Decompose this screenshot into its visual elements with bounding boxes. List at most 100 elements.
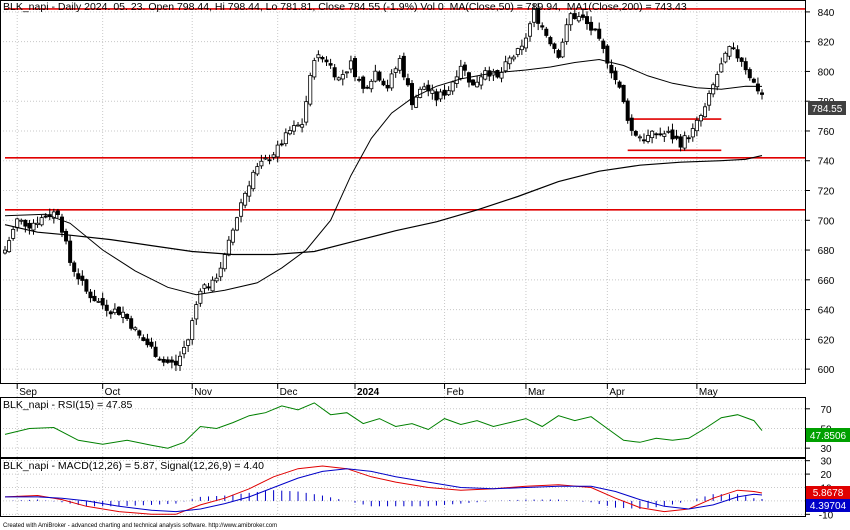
candle-body bbox=[385, 84, 390, 89]
price-pane-frame bbox=[0, 0, 806, 384]
candle-body bbox=[182, 346, 187, 355]
candle-body bbox=[226, 239, 231, 256]
candle-body bbox=[35, 222, 40, 225]
candle-body bbox=[55, 210, 60, 215]
price-header: BLK_napi - Daily 2024. 05. 23. Open 798.… bbox=[3, 1, 687, 13]
candle-body bbox=[499, 71, 504, 79]
macd-histogram bbox=[12, 490, 763, 509]
candle-body bbox=[609, 64, 614, 74]
candle-body bbox=[625, 100, 630, 121]
x-tick-label: 2024 bbox=[357, 387, 380, 398]
candle-body bbox=[198, 290, 203, 304]
candle-body bbox=[116, 306, 121, 315]
candle-body bbox=[161, 359, 166, 363]
macd-pane-frame bbox=[0, 458, 806, 517]
candle-body bbox=[646, 135, 651, 142]
candle-body bbox=[670, 129, 675, 140]
candle-body bbox=[393, 68, 398, 73]
candle-body bbox=[133, 327, 138, 330]
support-resistance-lines bbox=[5, 8, 806, 211]
candle-body bbox=[11, 229, 16, 239]
y-tick-label: 640 bbox=[818, 306, 835, 317]
candle-body bbox=[633, 130, 638, 136]
candle-body bbox=[84, 279, 89, 292]
y-tick-label: 70 bbox=[820, 405, 832, 416]
rsi-grid bbox=[0, 408, 806, 449]
candle-body bbox=[255, 166, 260, 175]
candle-body bbox=[308, 75, 313, 105]
rsi-value-label: 47.8506 bbox=[810, 431, 847, 442]
candle-body bbox=[312, 60, 317, 78]
candle-body bbox=[141, 337, 146, 341]
candle-body bbox=[259, 160, 264, 167]
y-tick-label: 840 bbox=[818, 8, 835, 19]
candle-body bbox=[414, 96, 419, 108]
candle-body bbox=[641, 139, 646, 142]
candle-body bbox=[112, 308, 117, 314]
candle-body bbox=[365, 86, 370, 89]
price-header-title: BLK_napi - Daily 2024. 05. 23. Open 798.… bbox=[3, 1, 444, 13]
candle-body bbox=[361, 76, 366, 89]
candle-body bbox=[694, 119, 699, 132]
candle-body bbox=[458, 65, 463, 79]
ma50-header: MA(Close,50) = 789.94, bbox=[450, 1, 561, 13]
candle-body bbox=[129, 318, 134, 329]
candle-body bbox=[96, 300, 101, 303]
candle-body bbox=[218, 267, 223, 278]
candle-body bbox=[271, 154, 276, 158]
candle-body bbox=[247, 185, 252, 197]
candle-body bbox=[344, 71, 349, 74]
candle-body bbox=[165, 359, 170, 363]
candle-body bbox=[507, 57, 512, 65]
candle-body bbox=[348, 60, 353, 70]
candle-body bbox=[43, 215, 48, 218]
y-tick-label: 30 bbox=[820, 457, 832, 468]
x-tick-label: Dec bbox=[280, 387, 298, 398]
candle-body bbox=[621, 84, 626, 103]
candle-body bbox=[157, 358, 162, 361]
candle-body bbox=[422, 86, 427, 90]
candle-body bbox=[222, 254, 227, 270]
candle-body bbox=[104, 304, 109, 311]
candle-body bbox=[304, 101, 309, 123]
candle-body bbox=[678, 136, 683, 148]
signal-value-tag-bg bbox=[806, 499, 850, 512]
candle-body bbox=[479, 76, 484, 86]
candle-body bbox=[446, 90, 451, 96]
candle-body bbox=[316, 54, 321, 59]
candle-body bbox=[328, 63, 333, 66]
x-tick-label: Oct bbox=[105, 387, 121, 398]
candle-body bbox=[462, 64, 467, 71]
candle-body bbox=[617, 81, 622, 88]
price-grid bbox=[0, 0, 806, 517]
ma200-line bbox=[4, 155, 763, 256]
candle-body bbox=[503, 61, 508, 72]
candle-body bbox=[528, 23, 533, 37]
candle-body bbox=[210, 279, 215, 292]
candle-body bbox=[755, 83, 760, 92]
candle-body bbox=[88, 291, 93, 299]
candle-body bbox=[68, 240, 73, 263]
candle-body bbox=[51, 211, 56, 219]
candle-body bbox=[186, 339, 191, 346]
signal-line bbox=[5, 468, 763, 513]
x-tick-label: Sep bbox=[19, 387, 37, 398]
candle-body bbox=[153, 346, 158, 357]
candle-body bbox=[548, 37, 553, 45]
candle-body bbox=[409, 83, 414, 106]
candle-body bbox=[743, 61, 748, 71]
candle-body bbox=[430, 89, 435, 94]
pane-frames bbox=[0, 0, 806, 517]
y-tick-label: 680 bbox=[818, 246, 835, 257]
candle-body bbox=[194, 304, 199, 320]
candle-body bbox=[251, 171, 256, 190]
candle-body bbox=[719, 63, 724, 73]
candle-body bbox=[564, 24, 569, 43]
candle-body bbox=[576, 16, 581, 22]
candle-body bbox=[72, 262, 77, 272]
candle-body bbox=[296, 124, 301, 127]
candle-body bbox=[80, 275, 85, 281]
candle-body bbox=[682, 135, 687, 149]
candle-body bbox=[580, 14, 585, 18]
candle-body bbox=[739, 57, 744, 62]
